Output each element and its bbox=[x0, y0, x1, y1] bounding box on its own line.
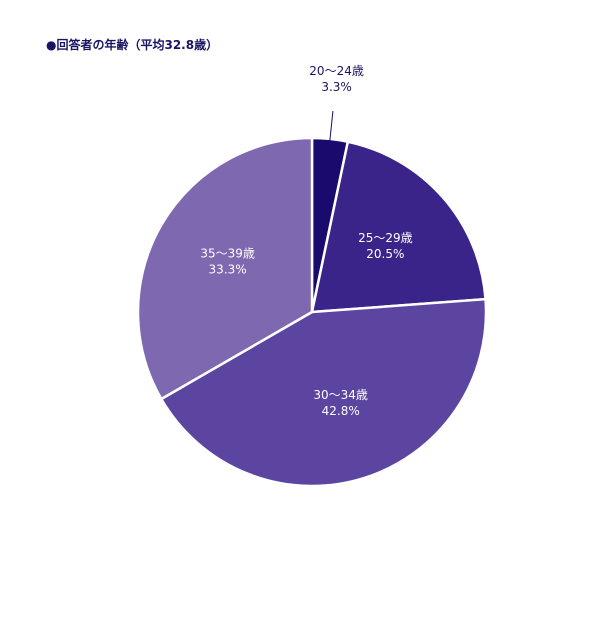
slice-value-30-34: 42.8% bbox=[322, 404, 360, 418]
slice-label-30-34: 30～34歳 bbox=[313, 388, 368, 402]
leader-lines bbox=[329, 111, 334, 141]
slice-label-25-29: 25～29歳 bbox=[358, 231, 413, 245]
slice-value-20-24: 3.3% bbox=[321, 80, 352, 94]
pie-slice-35-39 bbox=[136, 136, 314, 401]
leader-line-20-24 bbox=[329, 111, 334, 141]
slice-label-20-24: 20～24歳 bbox=[309, 64, 364, 78]
slice-labels: 20～24歳 3.3% 25～29歳 20.5% 30～34歳 42.8% 35～39歳 33… bbox=[200, 64, 412, 418]
pie-slice-30-34 bbox=[159, 297, 488, 488]
pie-slice-25-29 bbox=[310, 140, 487, 314]
pie-slices bbox=[136, 136, 488, 488]
chart-title: ●回答者の年齢（平均32.8歳） bbox=[46, 38, 219, 52]
slice-value-35-39: 33.3% bbox=[209, 262, 247, 276]
slice-value-25-29: 20.5% bbox=[366, 247, 404, 261]
slice-label-35-39: 35～39歳 bbox=[200, 246, 255, 260]
